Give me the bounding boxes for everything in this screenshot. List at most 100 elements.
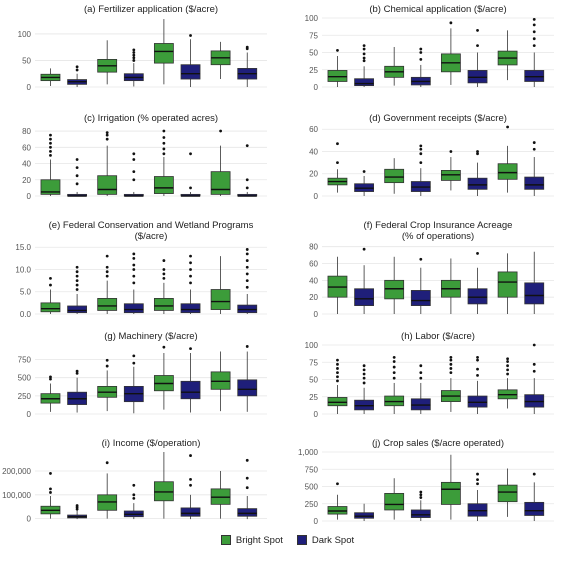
box-1-1 xyxy=(354,78,375,87)
box-1-7-outlier-2 xyxy=(532,30,536,34)
box-4-0-outlier-0 xyxy=(49,283,52,287)
box-7-2-outlier-2 xyxy=(392,365,396,369)
box-2-4-outlier-1 xyxy=(162,147,166,151)
box-7-4-outlier-3 xyxy=(449,358,453,362)
box-4-3-outlier-5 xyxy=(132,252,136,256)
box-7-0-outlier-4 xyxy=(336,362,339,366)
box-7-2-outlier-4 xyxy=(392,356,396,359)
legend: Bright Spot Dark Spot xyxy=(0,530,575,550)
box-7-1-outlier-1 xyxy=(362,376,366,380)
ytick-label-1-3: 75 xyxy=(309,31,318,40)
box-4-4-outlier-3 xyxy=(162,259,166,262)
panel-title-3: (d) Government receipts ($/acre) xyxy=(369,113,507,124)
box-6-3-outlier-1 xyxy=(132,354,136,358)
box-7-2-outlier-0 xyxy=(392,376,396,380)
box-7-3-outlier-1 xyxy=(419,371,423,374)
box-4-3-outlier-2 xyxy=(132,268,136,271)
box-2-1-outlier-2 xyxy=(75,166,79,169)
box-7-0-outlier-5 xyxy=(336,358,339,362)
box-0-3-outlier-1 xyxy=(132,56,136,60)
box-7-4-outlier-1 xyxy=(449,367,453,370)
box-8-1-outlier-2 xyxy=(75,504,79,507)
box-6-0-outlier-0 xyxy=(49,377,52,381)
box-4-7-outlier-4 xyxy=(245,259,249,262)
box-4-1-outlier-2 xyxy=(75,279,79,283)
ytick-label-8-1: 100,000 xyxy=(2,491,31,500)
box-4-1-outlier-3 xyxy=(75,274,79,278)
box-7-4-outlier-2 xyxy=(449,362,453,366)
box-4-1-outlier-5 xyxy=(75,265,79,269)
box-8-5 xyxy=(180,507,201,517)
box-4-7-outlier-5 xyxy=(245,252,249,256)
box-4-7-outlier-2 xyxy=(245,272,249,276)
box-7-0-outlier-1 xyxy=(336,375,339,379)
box-2-0-outlier-2 xyxy=(49,145,52,149)
ytick-label-5-2: 40 xyxy=(309,276,318,285)
box-0-1-outlier-0 xyxy=(75,68,79,72)
box-3-3-outlier-1 xyxy=(419,152,423,156)
box-4-0 xyxy=(40,302,61,313)
box-7-3-outlier-2 xyxy=(419,364,423,368)
box-9-5-outlier-1 xyxy=(476,478,479,481)
box-4-4-outlier-1 xyxy=(162,272,166,276)
box-3-6-outlier-0 xyxy=(506,125,509,129)
box-2-4-outlier-2 xyxy=(162,141,166,145)
box-8-0-outlier-0 xyxy=(49,491,52,494)
box-4-3-outlier-4 xyxy=(132,256,136,260)
box-3-3-outlier-3 xyxy=(419,144,423,148)
box-5-7 xyxy=(524,282,545,305)
box-9-6 xyxy=(497,484,518,503)
box-2-1-outlier-1 xyxy=(75,174,79,178)
ytick-label-1-4: 100 xyxy=(305,14,319,23)
legend-label-bright: Bright Spot xyxy=(235,534,283,546)
ytick-label-6-2: 500 xyxy=(18,374,32,383)
ytick-label-3-3: 60 xyxy=(309,125,318,134)
box-6-7 xyxy=(237,379,258,397)
ytick-label-3-0: 0 xyxy=(314,192,319,201)
box-2-2 xyxy=(97,175,118,195)
box-2-5-outlier-1 xyxy=(189,152,192,156)
box-6-1-outlier-1 xyxy=(75,369,79,373)
legend-item-bright: Bright Spot xyxy=(220,534,283,546)
box-6-5-outlier-0 xyxy=(189,347,192,351)
box-2-4 xyxy=(153,176,174,194)
ytick-label-7-0: 0 xyxy=(314,410,319,419)
panel-7: (h) Labor ($/acre) 0 25 50 75 100 xyxy=(305,331,554,419)
ytick-label-2-3: 60 xyxy=(22,143,31,152)
legend-item-dark: Dark Spot xyxy=(296,535,354,546)
box-9-4 xyxy=(440,481,461,505)
box-9-3 xyxy=(410,509,431,518)
box-7-6-outlier-4 xyxy=(506,357,509,361)
ytick-label-4-1: 5.0 xyxy=(20,288,32,297)
box-4-1 xyxy=(67,305,88,314)
ytick-label-4-0: 0.0 xyxy=(20,310,32,319)
box-8-4 xyxy=(153,481,174,502)
box-7-4-outlier-0 xyxy=(449,371,453,374)
box-7-7-outlier-0 xyxy=(532,369,536,373)
box-0-3-outlier-4 xyxy=(132,48,136,52)
box-4-1-outlier-1 xyxy=(75,283,79,287)
box-6-3-outlier-0 xyxy=(132,361,136,365)
box-4-2-outlier-1 xyxy=(105,270,109,274)
box-0-7-outlier-1 xyxy=(245,45,249,49)
box-4-6 xyxy=(210,289,231,310)
box-2-2-outlier-0 xyxy=(105,137,109,141)
box-4-4-outlier-2 xyxy=(162,268,166,271)
box-8-0-outlier-1 xyxy=(49,487,52,491)
box-7-3-outlier-0 xyxy=(419,376,423,380)
panel-title-6: (g) Machinery ($/acre) xyxy=(104,331,197,342)
box-4-0-outlier-1 xyxy=(49,276,52,280)
box-3-6 xyxy=(497,163,518,180)
box-6-5 xyxy=(180,380,201,400)
box-8-3-outlier-0 xyxy=(132,496,136,500)
ytick-label-5-4: 80 xyxy=(309,243,318,252)
box-3-5-outlier-0 xyxy=(476,152,479,156)
panel-title-9: (j) Crop sales ($/acre operated) xyxy=(372,438,504,449)
box-0-5-outlier-0 xyxy=(189,34,192,37)
ytick-label-5-1: 20 xyxy=(309,293,318,302)
ytick-label-7-4: 100 xyxy=(305,341,319,350)
box-1-1-outlier-1 xyxy=(362,56,366,60)
box-0-5 xyxy=(180,64,201,80)
box-4-3-outlier-0 xyxy=(132,281,136,285)
panel-1: (b) Chemical application ($/acre) 0 25 50 75… xyxy=(305,4,554,92)
